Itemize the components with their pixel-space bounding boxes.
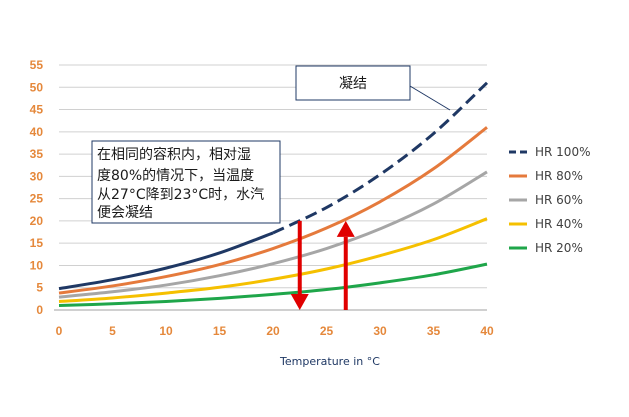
x-tick-label: 20 [266,324,280,338]
y-tick-label: 20 [30,214,44,228]
y-tick-label: 5 [36,281,43,295]
x-tick-label: 40 [480,324,494,338]
series-line-hr-100-dashed [272,81,489,235]
x-tick-label: 30 [373,324,387,338]
y-tick-label: 30 [30,169,44,183]
annotation-layer: 在相同的容积内，相对湿 度80%的情况下，当温度 从27°C降到23°C时，水汽… [91,65,451,224]
x-tick-label: 25 [320,324,334,338]
series-line-hr-20- [58,262,488,308]
arrow-down-head [290,294,309,310]
series-line-hr-100-solid [58,231,274,291]
y-tick-label: 25 [30,192,44,206]
arrow-layer [290,220,355,310]
annotation-line-4: 便会凝结 [97,205,153,221]
x-axis-label: Temperature in °C [279,355,380,368]
annotation-box-condensation-explanation [91,140,281,224]
y-tick-label: 0 [36,303,43,317]
x-tick-label: 35 [427,324,441,338]
annotation-condensation-label: 凝结 [339,76,367,92]
legend-label: HR 60% [535,193,583,207]
x-tick-label: 10 [159,324,173,338]
legend: HR 100% HR 80% HR 60% HR 40% HR 20% [509,145,590,255]
annotation-line-2: 度80%的情况下，当温度 [97,168,254,184]
legend-label: HR 20% [535,241,583,255]
annotation-box-condensation-label [295,65,411,101]
x-tick-label: 0 [56,324,63,338]
legend-label: HR 40% [535,217,583,231]
y-tick-label: 35 [30,147,44,161]
y-tick-label: 10 [30,258,44,272]
y-tick-label: 45 [30,103,44,117]
annotation-line-3: 从27°C降到23°C时，水汽 [97,187,264,203]
legend-label: HR 100% [535,145,590,159]
series-layer [58,81,489,308]
series-line-hr-80- [58,126,488,295]
annotation-pointer-line [409,85,451,111]
x-tick-label: 5 [109,324,116,338]
y-tick-label: 15 [30,236,44,250]
y-tick-label: 50 [30,80,44,94]
axis-layer: 0 5 10 15 20 25 30 35 40 45 50 55 0 5 10 15 20 25 30 35 40 [30,58,494,338]
arrow-up-head [336,220,355,237]
y-tick-label: 40 [30,125,44,139]
series-line-hr-60- [58,170,488,299]
y-tick-label: 55 [30,58,44,72]
series-line-hr-40- [58,217,488,304]
x-tick-label: 15 [213,324,227,338]
legend-label: HR 80% [535,169,583,183]
annotation-line-1: 在相同的容积内，相对湿 [97,146,251,163]
